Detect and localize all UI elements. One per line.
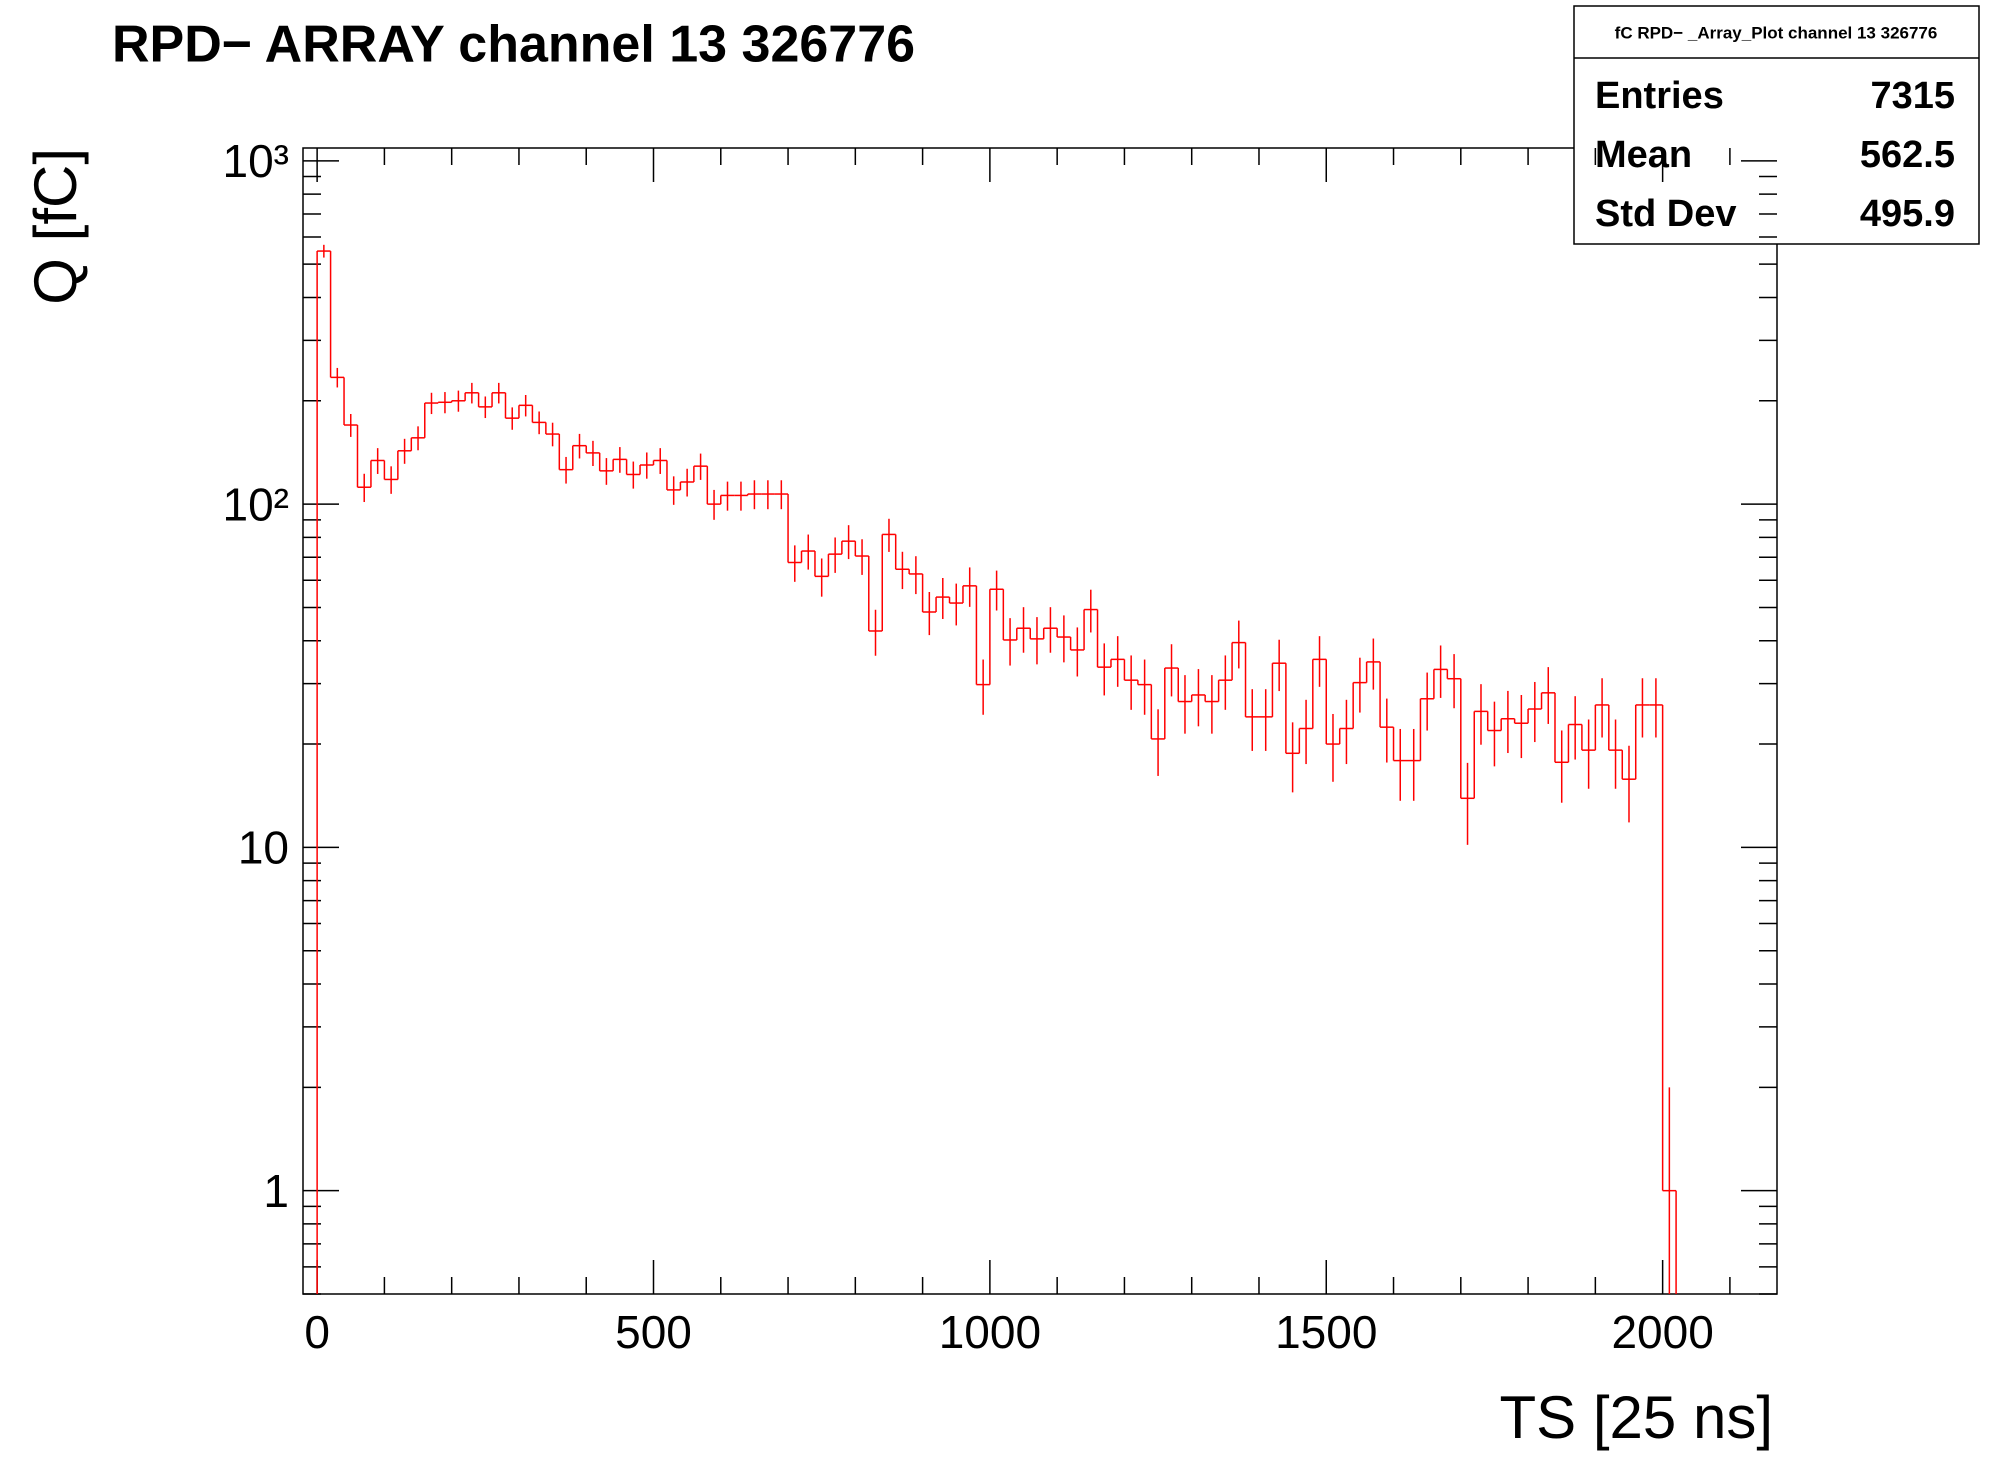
y-tick-label: 10 [238, 822, 289, 874]
stats-label: Entries [1595, 75, 1724, 117]
chart-title: RPD− ARRAY channel 13 326776 [112, 16, 915, 74]
plot-frame [302, 147, 1778, 1295]
x-tick-label: 500 [615, 1306, 692, 1358]
y-tick-label: 10³ [223, 135, 289, 187]
x-axis-title: TS [25 ns] [1500, 1384, 1773, 1451]
x-tick-label: 2000 [1611, 1306, 1713, 1358]
x-tick-label: 1000 [939, 1306, 1041, 1358]
stats-title: fC RPD− _Array_Plot channel 13 326776 [1615, 23, 1938, 42]
x-tick-label: 0 [304, 1306, 330, 1358]
y-tick-label: 1 [263, 1165, 289, 1217]
stats-value: 562.5 [1860, 134, 1955, 176]
stats-label: Std Dev [1595, 193, 1736, 235]
y-tick-label: 10² [223, 478, 289, 530]
x-tick-label: 1500 [1275, 1306, 1377, 1358]
stats-value: 7315 [1870, 75, 1955, 117]
y-axis-title: Q [fC] [22, 148, 89, 305]
stats-value: 495.9 [1860, 193, 1955, 235]
stats-box: fC RPD− _Array_Plot channel 13 326776 [1573, 5, 1980, 245]
stats-label: Mean [1595, 134, 1692, 176]
stats-frame [1573, 5, 1980, 245]
